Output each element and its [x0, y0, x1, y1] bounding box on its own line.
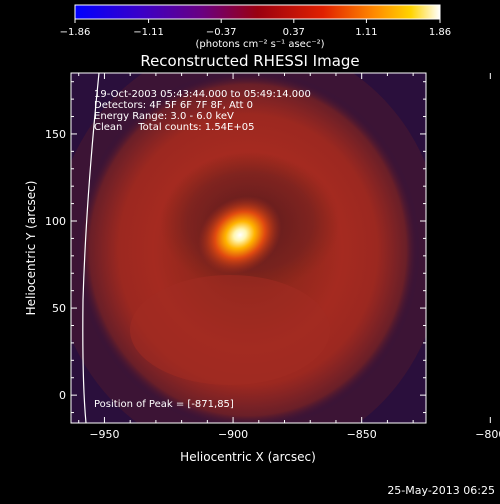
- colorbar-tick-label: −0.37: [206, 27, 237, 38]
- solar-limb: [82, 73, 100, 423]
- y-tick-label: 100: [45, 215, 66, 228]
- annotation-total-counts: Clean Total counts: 1.54E+05: [94, 122, 254, 133]
- chart-title: Reconstructed RHESSI Image: [140, 52, 359, 70]
- x-tick-label: −800: [475, 428, 500, 441]
- y-tick-label: 150: [45, 128, 66, 141]
- colorbar-tick-label: −1.11: [133, 27, 164, 38]
- annotation-energy-range: Energy Range: 3.0 - 6.0 keV: [94, 111, 234, 122]
- colorbar-tick-label: −1.86: [60, 27, 91, 38]
- x-tick-label: −950: [89, 428, 119, 441]
- x-axis-title: Heliocentric X (arcsec): [180, 450, 316, 464]
- emission-lower-lobe: [130, 275, 330, 385]
- colorbar-gradient: [74, 4, 441, 20]
- annotation-time-range: 19-Oct-2003 05:43:44.000 to 05:49:14.000: [94, 89, 311, 100]
- colorbar-tick-label: 1.86: [429, 27, 451, 38]
- x-axis: −950 −900 −850 −800: [78, 73, 500, 441]
- x-tick-label: −850: [347, 428, 377, 441]
- plot-area: [71, 73, 426, 423]
- y-axis-title: Heliocentric Y (arcsec): [24, 181, 38, 316]
- y-tick-label: 0: [59, 389, 66, 402]
- y-axis: 0 50 100 150: [45, 81, 426, 414]
- info-annotations: 19-Oct-2003 05:43:44.000 to 05:49:14.000…: [94, 89, 311, 133]
- emission-peak: [198, 196, 282, 274]
- colorbar-unit-label: (photons cm⁻² s⁻¹ asec⁻²): [195, 39, 324, 50]
- colorbar-tick-label: 0.37: [283, 27, 305, 38]
- colorbar-tick-label: 1.11: [355, 27, 377, 38]
- footer-timestamp: 25-May-2013 06:25: [387, 484, 495, 497]
- x-tick-label: −900: [218, 428, 248, 441]
- colorbar-ticks: −1.86 −1.11 −0.37 0.37 1.11 1.86: [60, 19, 451, 38]
- peak-position-label: Position of Peak = [-871,85]: [94, 399, 234, 410]
- annotation-detectors: Detectors: 4F 5F 6F 7F 8F, Att 0: [94, 100, 253, 111]
- plot-frame: [70, 72, 427, 424]
- y-tick-label: 50: [52, 302, 66, 315]
- colorbar: −1.86 −1.11 −0.37 0.37 1.11 1.86 (photons cm⁻…: [60, 4, 451, 50]
